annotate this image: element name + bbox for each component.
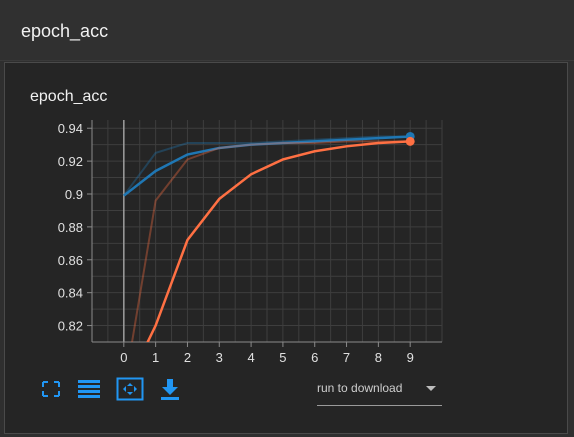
series-end-point [406, 137, 415, 146]
y-tick-label: 0.94 [58, 121, 83, 136]
x-tick-label: 3 [216, 350, 223, 363]
panel-header: epoch_acc [0, 0, 574, 61]
x-tick-label: 7 [343, 350, 350, 363]
x-tick-label: 4 [247, 350, 254, 363]
y-tick-label: 0.92 [58, 154, 83, 169]
x-tick-label: 8 [375, 350, 382, 363]
grid [92, 120, 442, 342]
y-tick-label: 0.84 [58, 286, 83, 301]
x-tick-label: 2 [184, 350, 191, 363]
data-table-icon [76, 377, 102, 401]
y-tick-label: 0.86 [58, 253, 83, 268]
fullscreen-button[interactable] [38, 377, 64, 401]
series-lines [124, 132, 415, 363]
x-tick-label: 6 [311, 350, 318, 363]
x-axis: 0 1 2 3 4 5 6 7 8 9 [120, 342, 414, 363]
data-table-button[interactable] [76, 377, 102, 401]
fit-domain-icon [116, 377, 144, 401]
x-tick-label: 5 [279, 350, 286, 363]
series-group [124, 137, 415, 363]
y-tick-label: 0.9 [65, 187, 83, 202]
x-tick-label: 1 [152, 350, 159, 363]
fullscreen-icon [38, 377, 64, 401]
download-icon [157, 377, 183, 401]
chevron-down-icon [426, 386, 436, 391]
panel-title: epoch_acc [21, 21, 108, 42]
x-tick-label: 9 [407, 350, 414, 363]
y-axis: 0.82 0.84 0.86 0.88 0.9 0.92 0.94 [58, 121, 92, 333]
chart-svg: 0.82 0.84 0.86 0.88 0.9 0.92 0.94 0 1 2 3 4 5 6 7 8 9 [5, 63, 567, 363]
run-select-label: run to download [317, 381, 402, 395]
fit-domain-button[interactable] [116, 377, 142, 401]
x-tick-label: 0 [120, 350, 127, 363]
run-download-select[interactable]: run to download [317, 373, 442, 406]
download-button[interactable] [157, 377, 183, 401]
y-tick-label: 0.88 [58, 220, 83, 235]
y-tick-label: 0.82 [58, 319, 83, 334]
